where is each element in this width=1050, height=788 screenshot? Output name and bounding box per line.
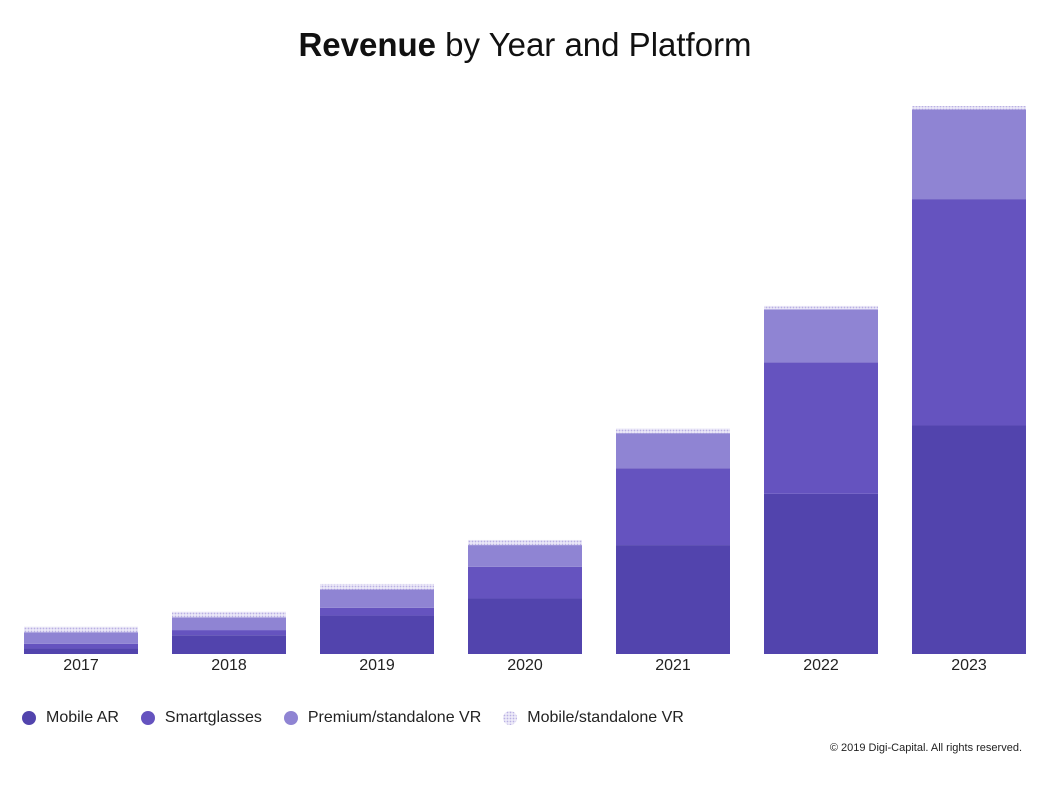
bar-2019-segment-4 [320,583,434,590]
bar-2020-segment-2 [468,566,582,599]
bar-2021-segment-4 [616,428,730,434]
copyright-notice: © 2019 Digi-Capital. All rights reserved… [829,742,1022,754]
x-tick-label: 2021 [655,657,691,674]
stacked-bar-chart: 2017 2018 2019 2020 2021 2022 2023 [24,106,1026,674]
bar-2022-segment-4 [764,305,878,310]
legend-label: Smartglasses [164,709,262,726]
bar-2022-segment-2 [764,362,878,494]
chart-title-rest: by Year and Platform [436,26,752,63]
legend-label: Premium/standalone VR [307,709,482,726]
bar-2018-segment-2 [172,630,286,636]
bar-2019-segment-1 [320,615,434,654]
x-tick-label: 2020 [507,657,543,674]
bar-2023-segment-3 [912,109,1026,200]
bar-2021-segment-2 [616,468,730,546]
legend-swatch [283,711,298,725]
x-tick-label: 2022 [803,657,839,674]
legend: Mobile AR Smartglasses Premium/standalone … [22,709,684,727]
legend-label: Mobile AR [46,709,119,726]
x-tick-label: 2023 [951,657,987,674]
chart-title-bold: Revenue [298,26,437,63]
bar-2022-segment-1 [764,493,878,654]
bar-2021-segment-3 [616,433,730,469]
legend-label: Mobile/standalone VR [527,709,684,726]
bar-2023-segment-1 [912,425,1026,654]
bar-2018-segment-4 [172,611,286,618]
legend-item: Mobile AR [22,709,119,727]
bar-2021-segment-1 [616,545,730,654]
x-tick-label: 2017 [63,657,99,674]
bar-2019-segment-2 [320,607,434,616]
bar-2023-segment-2 [912,199,1026,426]
bars-group [24,106,1026,654]
legend-swatch [22,711,36,725]
legend-item: Mobile/standalone VR [503,709,684,727]
bar-2018-segment-3 [172,617,286,631]
bar-2018-segment-1 [172,635,286,654]
bar-2017-segment-1 [24,648,138,654]
bar-2022-segment-3 [764,309,878,363]
bar-2019-segment-3 [320,589,434,608]
legend-swatch [140,711,155,725]
bar-2023-segment-4 [912,106,1026,110]
chart-title: Revenue by Year and Platform [0,26,1050,64]
x-axis-labels: 2017 2018 2019 2020 2021 2022 2023 [63,657,987,674]
legend-swatch [503,711,518,725]
bar-2017-segment-2 [24,643,138,649]
bar-2020-segment-4 [468,539,582,546]
x-tick-label: 2019 [359,657,395,674]
bar-2020-segment-3 [468,545,582,567]
x-tick-label: 2018 [211,657,247,674]
bar-2017-segment-3 [24,632,138,644]
legend-item: Smartglasses [140,709,262,727]
bar-2017-segment-4 [24,626,138,633]
bar-2020-segment-1 [468,598,582,654]
legend-item: Premium/standalone VR [283,709,482,727]
